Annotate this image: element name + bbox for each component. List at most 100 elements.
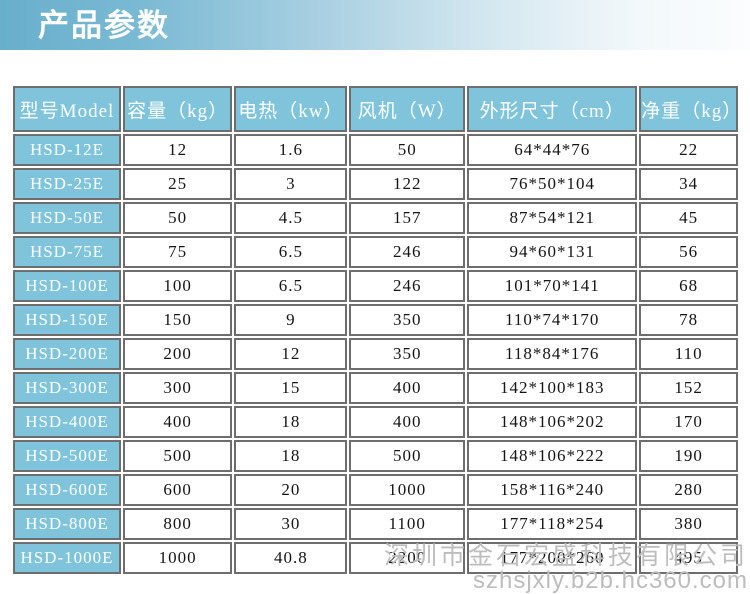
value-cell: 1100 bbox=[349, 508, 466, 540]
value-cell: 4.5 bbox=[234, 202, 348, 234]
table-row-HSD-600E: HSD-600E 600 20 1000 158*116*240 280 bbox=[13, 474, 738, 506]
value-cell: 110 bbox=[639, 338, 738, 370]
value-cell: 50 bbox=[349, 134, 466, 166]
value-cell: 157 bbox=[349, 202, 466, 234]
value-cell: 495 bbox=[639, 542, 738, 574]
table-row-HSD-100E: HSD-100E 100 6.5 246 101*70*141 68 bbox=[13, 270, 738, 302]
value-cell: 142*100*183 bbox=[467, 372, 638, 404]
value-cell: 118*84*176 bbox=[467, 338, 638, 370]
value-cell: 20 bbox=[234, 474, 348, 506]
value-cell: 600 bbox=[122, 474, 233, 506]
product-spec-table: 型号Model 容量（kg） 电热（kw） 风机（W） 外形尺寸（cm） 净重（kg） H… bbox=[11, 84, 741, 576]
value-cell: 110*74*170 bbox=[467, 304, 638, 336]
value-cell: 400 bbox=[349, 372, 466, 404]
value-cell: 1000 bbox=[122, 542, 233, 574]
table-row-HSD-200E: HSD-200E 200 12 350 118*84*176 110 bbox=[13, 338, 738, 370]
value-cell: 68 bbox=[639, 270, 738, 302]
value-cell: 400 bbox=[349, 406, 466, 438]
value-cell: 75 bbox=[122, 236, 233, 268]
value-cell: 152 bbox=[639, 372, 738, 404]
value-cell: 76*50*104 bbox=[467, 168, 638, 200]
value-cell: 380 bbox=[639, 508, 738, 540]
value-cell: 1000 bbox=[349, 474, 466, 506]
value-cell: 45 bbox=[639, 202, 738, 234]
value-cell: 200 bbox=[122, 338, 233, 370]
model-cell: HSD-500E bbox=[13, 440, 121, 472]
model-cell: HSD-25E bbox=[13, 168, 121, 200]
column-header-1: 容量（kg） bbox=[122, 86, 233, 132]
value-cell: 500 bbox=[349, 440, 466, 472]
model-cell: HSD-200E bbox=[13, 338, 121, 370]
value-cell: 25 bbox=[122, 168, 233, 200]
value-cell: 158*116*240 bbox=[467, 474, 638, 506]
model-cell: HSD-150E bbox=[13, 304, 121, 336]
model-cell: HSD-400E bbox=[13, 406, 121, 438]
value-cell: 78 bbox=[639, 304, 738, 336]
value-cell: 22 bbox=[639, 134, 738, 166]
table-header-row: 型号Model 容量（kg） 电热（kw） 风机（W） 外形尺寸（cm） 净重（kg） bbox=[13, 86, 741, 132]
value-cell: 1.6 bbox=[234, 134, 348, 166]
model-cell: HSD-1000E bbox=[13, 542, 121, 574]
table-row-HSD-300E: HSD-300E 300 15 400 142*100*183 152 bbox=[13, 372, 738, 404]
table-row-HSD-800E: HSD-800E 800 30 1100 177*118*254 380 bbox=[13, 508, 738, 540]
table-row-HSD-25E: HSD-25E 25 3 122 76*50*104 34 bbox=[13, 168, 738, 200]
value-cell: 87*54*121 bbox=[467, 202, 638, 234]
table-row-HSD-75E: HSD-75E 75 6.5 246 94*60*131 56 bbox=[13, 236, 738, 268]
model-cell: HSD-100E bbox=[13, 270, 121, 302]
value-cell: 122 bbox=[349, 168, 466, 200]
model-cell: HSD-12E bbox=[13, 134, 121, 166]
model-cell: HSD-75E bbox=[13, 236, 121, 268]
table-row-HSD-400E: HSD-400E 400 18 400 148*106*202 170 bbox=[13, 406, 738, 438]
value-cell: 177*200*260 bbox=[467, 542, 638, 574]
value-cell: 15 bbox=[234, 372, 348, 404]
column-header-2: 电热（kw） bbox=[234, 86, 348, 132]
value-cell: 246 bbox=[349, 270, 466, 302]
model-cell: HSD-300E bbox=[13, 372, 121, 404]
value-cell: 300 bbox=[122, 372, 233, 404]
table-row-HSD-150E: HSD-150E 150 9 350 110*74*170 78 bbox=[13, 304, 738, 336]
value-cell: 500 bbox=[122, 440, 233, 472]
value-cell: 50 bbox=[122, 202, 233, 234]
value-cell: 246 bbox=[349, 236, 466, 268]
model-cell: HSD-800E bbox=[13, 508, 121, 540]
value-cell: 18 bbox=[234, 406, 348, 438]
value-cell: 101*70*141 bbox=[467, 270, 638, 302]
value-cell: 400 bbox=[122, 406, 233, 438]
value-cell: 170 bbox=[639, 406, 738, 438]
table-row-HSD-500E: HSD-500E 500 18 500 148*106*222 190 bbox=[13, 440, 738, 472]
value-cell: 30 bbox=[234, 508, 348, 540]
column-header-3: 风机（W） bbox=[349, 86, 466, 132]
value-cell: 9 bbox=[234, 304, 348, 336]
value-cell: 800 bbox=[122, 508, 233, 540]
value-cell: 2200 bbox=[349, 542, 466, 574]
value-cell: 148*106*202 bbox=[467, 406, 638, 438]
column-header-5: 净重（kg） bbox=[639, 86, 741, 132]
value-cell: 94*60*131 bbox=[467, 236, 638, 268]
value-cell: 3 bbox=[234, 168, 348, 200]
value-cell: 280 bbox=[639, 474, 738, 506]
model-cell: HSD-50E bbox=[13, 202, 121, 234]
value-cell: 148*106*222 bbox=[467, 440, 638, 472]
value-cell: 177*118*254 bbox=[467, 508, 638, 540]
value-cell: 6.5 bbox=[234, 270, 348, 302]
page-banner: 产品参数 bbox=[0, 0, 750, 50]
table-row-HSD-1000E: HSD-1000E 1000 40.8 2200 177*200*260 495 bbox=[13, 542, 738, 574]
value-cell: 12 bbox=[234, 338, 348, 370]
column-header-4: 外形尺寸（cm） bbox=[467, 86, 638, 132]
value-cell: 150 bbox=[122, 304, 233, 336]
product-spec-table-wrap: 型号Model 容量（kg） 电热（kw） 风机（W） 外形尺寸（cm） 净重（kg） H… bbox=[11, 84, 741, 576]
table-row-HSD-12E: HSD-12E 12 1.6 50 64*44*76 22 bbox=[13, 134, 738, 166]
value-cell: 100 bbox=[122, 270, 233, 302]
column-header-0: 型号Model bbox=[13, 86, 121, 132]
value-cell: 190 bbox=[639, 440, 738, 472]
table-row-HSD-50E: HSD-50E 50 4.5 157 87*54*121 45 bbox=[13, 202, 738, 234]
value-cell: 12 bbox=[122, 134, 233, 166]
page-title: 产品参数 bbox=[38, 8, 170, 43]
value-cell: 34 bbox=[639, 168, 738, 200]
value-cell: 40.8 bbox=[234, 542, 348, 574]
value-cell: 350 bbox=[349, 304, 466, 336]
model-cell: HSD-600E bbox=[13, 474, 121, 506]
value-cell: 64*44*76 bbox=[467, 134, 638, 166]
value-cell: 18 bbox=[234, 440, 348, 472]
value-cell: 350 bbox=[349, 338, 466, 370]
